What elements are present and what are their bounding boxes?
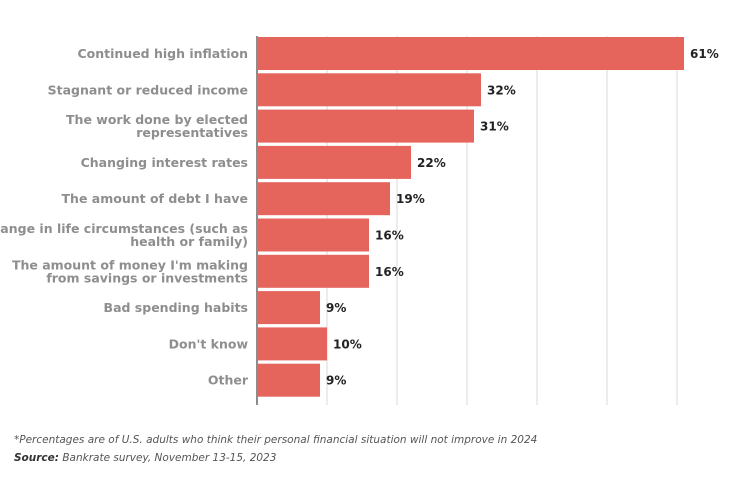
category-label-9: Other [208, 373, 249, 388]
value-label-5: 16% [375, 229, 404, 243]
category-label-5: Change in life circumstances (such as hea… [0, 221, 248, 249]
bar-9 [258, 363, 320, 397]
value-label-0: 61% [690, 47, 719, 61]
bar-1 [258, 73, 481, 107]
category-label-6: The amount of money I'm making from savin… [12, 257, 248, 285]
bar-0 [258, 37, 684, 70]
category-label-line: from savings or investments [46, 270, 248, 285]
category-label-4: The amount of debt I have [62, 191, 248, 206]
category-label-line: health or family) [130, 234, 248, 249]
value-label-6: 16% [375, 265, 404, 279]
bar-5 [258, 218, 369, 252]
category-label-0: Continued high inflation [77, 46, 248, 61]
category-label-line: The work done by elected [66, 112, 248, 127]
value-label-1: 32% [487, 83, 516, 97]
category-label-line: Changing interest rates [81, 155, 248, 170]
category-label-line: Change in life circumstances (such as [0, 221, 248, 236]
value-label-2: 31% [480, 120, 509, 134]
bar-2 [258, 109, 474, 143]
bars [258, 37, 684, 397]
category-label-1: Stagnant or reduced income [48, 82, 248, 97]
category-label-8: Don't know [169, 336, 249, 351]
source-label: Source: [14, 452, 59, 464]
bar-chart: Continued high inflation Stagnant or redu… [0, 36, 719, 405]
source-text: Bankrate survey, November 13-15, 2023 [58, 452, 277, 464]
footnote: *Percentages are of U.S. adults who thin… [14, 434, 538, 446]
bar-7 [258, 291, 320, 325]
category-label-line: Bad spending habits [104, 300, 248, 315]
value-label-8: 10% [333, 337, 362, 351]
category-label-3: Changing interest rates [81, 155, 248, 170]
value-label-3: 22% [417, 156, 446, 170]
category-label-2: The work done by elected representatives [66, 112, 248, 140]
category-label-line: Continued high inflation [77, 46, 248, 61]
category-labels: Continued high inflation Stagnant or redu… [0, 46, 249, 388]
category-label-line: The amount of debt I have [62, 191, 248, 206]
category-label-line: Stagnant or reduced income [48, 82, 248, 97]
value-label-4: 19% [396, 192, 425, 206]
category-label-line: Don't know [169, 336, 249, 351]
category-label-line: The amount of money I'm making [12, 257, 248, 272]
value-labels: 61% 32% 31% 22% 19% 16% 16% 9% 10% 9% [326, 47, 719, 388]
bar-3 [258, 145, 411, 179]
value-label-9: 9% [326, 374, 346, 388]
category-label-7: Bad spending habits [104, 300, 248, 315]
source-note: Source: Bankrate survey, November 13-15,… [14, 452, 276, 464]
category-label-line: representatives [136, 125, 248, 140]
bar-8 [258, 327, 327, 361]
value-label-7: 9% [326, 301, 346, 315]
bar-6 [258, 254, 369, 288]
category-label-line: Other [208, 373, 249, 388]
bar-4 [258, 182, 390, 216]
